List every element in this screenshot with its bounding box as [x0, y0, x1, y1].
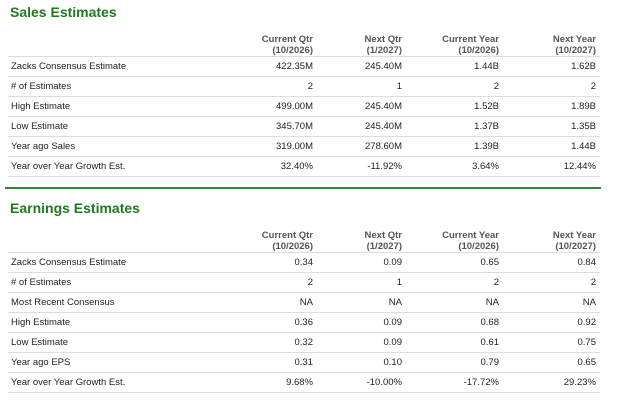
cell-value: 0.32 [230, 332, 317, 353]
table-row: Year over Year Growth Est. 9.68% -10.00%… [8, 372, 600, 393]
row-label: Low Estimate [8, 116, 230, 137]
cell-value: 12.44% [503, 156, 600, 177]
table-row: Low Estimate 345.70M 245.40M 1.37B 1.35B [8, 116, 600, 137]
table-row: # of Estimates 2 1 2 2 [8, 272, 600, 293]
cell-value: 0.79 [406, 352, 503, 373]
row-label: # of Estimates [8, 76, 230, 97]
cell-value: 422.35M [230, 56, 317, 77]
sales-col-current-year: Current Year (10/2026) [442, 34, 499, 56]
sales-estimates-table: Current Qtr (10/2026) Next Qtr (1/2027) Cu… [8, 30, 600, 177]
cell-value: 1.89B [503, 96, 600, 117]
cell-value: 499.00M [230, 96, 317, 117]
cell-value: 2 [503, 272, 600, 293]
cell-value: 1 [317, 272, 406, 293]
cell-value: 32.40% [230, 156, 317, 177]
cell-value: 0.36 [230, 312, 317, 333]
row-label: Zacks Consensus Estimate [8, 252, 230, 273]
row-label: High Estimate [8, 312, 230, 333]
cell-value: -10.00% [317, 372, 406, 393]
earnings-estimates-title: Earnings Estimates [10, 200, 140, 216]
cell-value: 2 [406, 272, 503, 293]
sales-col-next-qtr: Next Qtr (1/2027) [364, 34, 402, 56]
cell-value: 1.44B [406, 56, 503, 77]
cell-value: 2 [230, 272, 317, 293]
table-row: High Estimate 0.36 0.09 0.68 0.92 [8, 312, 600, 333]
cell-value: 1 [317, 76, 406, 97]
cell-value: 278.60M [317, 136, 406, 157]
cell-value: 2 [503, 76, 600, 97]
cell-value: 0.09 [317, 252, 406, 273]
cell-value: 0.84 [503, 252, 600, 273]
section-divider [5, 187, 601, 189]
row-label: Most Recent Consensus [8, 292, 230, 313]
cell-value: 2 [230, 76, 317, 97]
row-label: # of Estimates [8, 272, 230, 293]
sales-header-row: Current Qtr (10/2026) Next Qtr (1/2027) Cu… [8, 30, 600, 57]
cell-value: 345.70M [230, 116, 317, 137]
cell-value: 29.23% [503, 372, 600, 393]
table-row: High Estimate 499.00M 245.40M 1.52B 1.89… [8, 96, 600, 117]
cell-value: 245.40M [317, 96, 406, 117]
cell-value: NA [406, 292, 503, 313]
row-label: Year over Year Growth Est. [8, 372, 230, 393]
cell-value: 0.75 [503, 332, 600, 353]
cell-value: 0.09 [317, 312, 406, 333]
cell-value: 0.65 [503, 352, 600, 373]
table-row: Low Estimate 0.32 0.09 0.61 0.75 [8, 332, 600, 353]
cell-value: 0.92 [503, 312, 600, 333]
cell-value: 0.09 [317, 332, 406, 353]
cell-value: 3.64% [406, 156, 503, 177]
row-label: Low Estimate [8, 332, 230, 353]
sales-header-blank [8, 30, 230, 57]
earnings-header-blank [8, 226, 230, 253]
table-row: Most Recent Consensus NA NA NA NA [8, 292, 600, 313]
earnings-col-next-qtr: Next Qtr (1/2027) [364, 230, 402, 252]
cell-value: 2 [406, 76, 503, 97]
cell-value: NA [230, 292, 317, 313]
cell-value: 319.00M [230, 136, 317, 157]
row-label: Zacks Consensus Estimate [8, 56, 230, 77]
sales-estimates-title: Sales Estimates [10, 4, 117, 20]
cell-value: NA [317, 292, 406, 313]
cell-value: 245.40M [317, 116, 406, 137]
cell-value: 0.61 [406, 332, 503, 353]
cell-value: 0.10 [317, 352, 406, 373]
cell-value: 9.68% [230, 372, 317, 393]
row-label: Year ago Sales [8, 136, 230, 157]
cell-value: -17.72% [406, 372, 503, 393]
row-label: Year ago EPS [8, 352, 230, 373]
sales-col-next-year: Next Year (10/2027) [552, 34, 596, 56]
cell-value: 1.37B [406, 116, 503, 137]
sales-col-current-qtr: Current Qtr (10/2026) [261, 34, 313, 56]
cell-value: 0.65 [406, 252, 503, 273]
cell-value: 1.39B [406, 136, 503, 157]
cell-value: -11.92% [317, 156, 406, 177]
cell-value: 1.62B [503, 56, 600, 77]
earnings-col-current-qtr: Current Qtr (10/2026) [261, 230, 313, 252]
earnings-col-next-year: Next Year (10/2027) [552, 230, 596, 252]
earnings-header-row: Current Qtr (10/2026) Next Qtr (1/2027) Cu… [8, 226, 600, 253]
earnings-col-current-year: Current Year (10/2026) [442, 230, 499, 252]
cell-value: 1.35B [503, 116, 600, 137]
earnings-estimates-table: Current Qtr (10/2026) Next Qtr (1/2027) Cu… [8, 226, 600, 393]
cell-value: 1.44B [503, 136, 600, 157]
table-row: Year ago EPS 0.31 0.10 0.79 0.65 [8, 352, 600, 373]
cell-value: 0.68 [406, 312, 503, 333]
cell-value: 0.34 [230, 252, 317, 273]
row-label: High Estimate [8, 96, 230, 117]
cell-value: 0.31 [230, 352, 317, 373]
table-row: Year over Year Growth Est. 32.40% -11.92… [8, 156, 600, 177]
table-row: Zacks Consensus Estimate 0.34 0.09 0.65 … [8, 252, 600, 273]
cell-value: NA [503, 292, 600, 313]
cell-value: 1.52B [406, 96, 503, 117]
row-label: Year over Year Growth Est. [8, 156, 230, 177]
table-row: # of Estimates 2 1 2 2 [8, 76, 600, 97]
table-row: Zacks Consensus Estimate 422.35M 245.40M… [8, 56, 600, 77]
table-row: Year ago Sales 319.00M 278.60M 1.39B 1.4… [8, 136, 600, 157]
cell-value: 245.40M [317, 56, 406, 77]
